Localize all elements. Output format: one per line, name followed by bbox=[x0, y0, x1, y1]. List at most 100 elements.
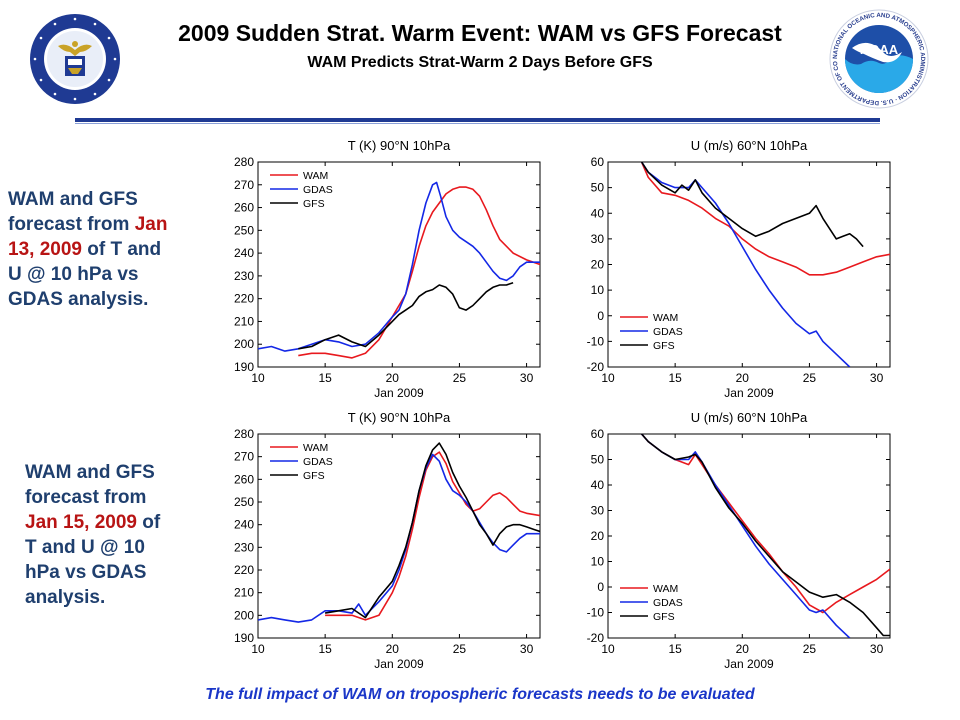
caption-top-line2a: forecast from bbox=[8, 214, 135, 235]
caption-bottom-date-highlight: Jan 15, 2009 bbox=[25, 512, 137, 533]
department-of-commerce-seal-icon bbox=[30, 14, 120, 104]
chart-title: U (m/s) 60°N 10hPa bbox=[691, 410, 808, 425]
y-tick-label: 240 bbox=[234, 518, 254, 532]
x-tick-label: 25 bbox=[803, 371, 817, 385]
y-tick-label: -10 bbox=[587, 606, 605, 620]
legend-label-gfs: GFS bbox=[653, 611, 675, 623]
x-tick-label: 20 bbox=[736, 642, 750, 656]
legend-label-gdas: GDAS bbox=[303, 184, 333, 196]
caption-bottom-line1: WAM and GFS bbox=[25, 462, 155, 483]
y-tick-label: 10 bbox=[591, 555, 605, 569]
x-tick-label: 15 bbox=[318, 642, 332, 656]
caption-bottom-line6: analysis. bbox=[25, 587, 106, 608]
y-tick-label: -20 bbox=[587, 631, 605, 645]
caption-top: WAM and GFS forecast from Jan 13, 2009 o… bbox=[8, 187, 213, 312]
y-tick-label: 230 bbox=[234, 540, 254, 554]
page-title: 2009 Sudden Strat. Warm Event: WAM vs GF… bbox=[178, 20, 782, 46]
x-tick-label: 10 bbox=[251, 371, 265, 385]
y-tick-label: 220 bbox=[234, 563, 254, 577]
x-tick-label: 25 bbox=[453, 371, 467, 385]
x-axis-label: Jan 2009 bbox=[724, 386, 774, 400]
x-tick-label: 30 bbox=[520, 371, 534, 385]
x-axis-label: Jan 2009 bbox=[374, 657, 424, 671]
x-tick-label: 30 bbox=[520, 642, 534, 656]
x-tick-label: 20 bbox=[736, 371, 750, 385]
legend-label-gfs: GFS bbox=[303, 470, 325, 482]
x-axis-label: Jan 2009 bbox=[374, 386, 424, 400]
y-tick-label: 200 bbox=[234, 337, 254, 351]
y-tick-label: 220 bbox=[234, 292, 254, 306]
caption-top-line4: U @ 10 hPa vs bbox=[8, 264, 139, 285]
x-tick-label: 15 bbox=[318, 371, 332, 385]
x-tick-label: 10 bbox=[251, 642, 265, 656]
y-tick-label: -20 bbox=[587, 360, 605, 374]
y-tick-label: 270 bbox=[234, 450, 254, 464]
chart-title: T (K) 90°N 10hPa bbox=[348, 410, 451, 425]
y-tick-label: 0 bbox=[597, 580, 604, 594]
legend-label-wam: WAM bbox=[653, 312, 678, 324]
series-line-gfs bbox=[640, 434, 890, 637]
chart-title: U (m/s) 60°N 10hPa bbox=[691, 138, 808, 153]
legend-label-gdas: GDAS bbox=[653, 597, 683, 609]
plot-frame bbox=[257, 161, 541, 368]
y-tick-label: 30 bbox=[591, 232, 605, 246]
series-line-wam bbox=[298, 186, 540, 359]
y-tick-label: 20 bbox=[591, 529, 605, 543]
series-line-gfs bbox=[298, 281, 514, 350]
legend-label-wam: WAM bbox=[653, 583, 678, 595]
header-divider-thin bbox=[75, 123, 880, 124]
x-tick-label: 25 bbox=[453, 642, 467, 656]
y-tick-label: 250 bbox=[234, 495, 254, 509]
series-line-gdas bbox=[640, 162, 851, 367]
y-tick-label: 30 bbox=[591, 504, 605, 518]
series-line-gfs bbox=[640, 162, 864, 248]
chart-panel-1: T (K) 90°N 10hPa 10 15 20 25 30 190 200 210 220 23… bbox=[234, 138, 541, 400]
caption-top-date-highlight-b: 13, 2009 bbox=[8, 239, 82, 260]
y-tick-label: 190 bbox=[234, 360, 254, 374]
series-line-wam bbox=[640, 162, 890, 276]
series-line-gdas bbox=[258, 453, 540, 623]
chart-panel-3: T (K) 90°N 10hPa 10 15 20 25 30 190 200 210 220 23… bbox=[234, 410, 541, 671]
y-tick-label: 280 bbox=[234, 427, 254, 441]
y-tick-label: 260 bbox=[234, 201, 254, 215]
x-axis-label: Jan 2009 bbox=[724, 657, 774, 671]
series-line-gdas bbox=[258, 181, 540, 352]
caption-top-line3b: of T and bbox=[81, 239, 162, 260]
caption-bottom-line4: T and U @ 10 bbox=[25, 537, 145, 558]
x-tick-label: 10 bbox=[601, 371, 615, 385]
caption-top-line5: GDAS analysis. bbox=[8, 289, 149, 310]
legend-label-gdas: GDAS bbox=[303, 456, 333, 468]
y-tick-label: 230 bbox=[234, 269, 254, 283]
x-tick-label: 25 bbox=[803, 642, 817, 656]
y-tick-label: 250 bbox=[234, 223, 254, 237]
y-tick-label: 280 bbox=[234, 155, 254, 169]
chart-title: T (K) 90°N 10hPa bbox=[348, 138, 451, 153]
plot-frame bbox=[257, 433, 541, 639]
legend-label-gdas: GDAS bbox=[653, 326, 683, 338]
y-tick-label: 40 bbox=[591, 478, 605, 492]
y-tick-label: -10 bbox=[587, 334, 605, 348]
legend-label-gfs: GFS bbox=[303, 198, 325, 210]
series-line-wam bbox=[325, 451, 540, 621]
legend-label-wam: WAM bbox=[303, 442, 328, 454]
y-tick-label: 50 bbox=[591, 181, 605, 195]
y-tick-label: 60 bbox=[591, 155, 605, 169]
x-tick-label: 15 bbox=[668, 371, 682, 385]
page-subtitle: WAM Predicts Strat-Warm 2 Days Before GF… bbox=[307, 54, 653, 71]
y-tick-label: 40 bbox=[591, 206, 605, 220]
y-tick-label: 10 bbox=[591, 283, 605, 297]
caption-bottom-line3b: of bbox=[136, 512, 161, 533]
caption-bottom-line5: hPa vs GDAS bbox=[25, 562, 147, 583]
header-divider bbox=[75, 118, 880, 122]
legend-label-wam: WAM bbox=[303, 170, 328, 182]
y-tick-label: 60 bbox=[591, 427, 605, 441]
series-line-wam bbox=[640, 434, 890, 614]
legend-label-gfs: GFS bbox=[653, 340, 675, 352]
y-tick-label: 190 bbox=[234, 631, 254, 645]
caption-bottom: WAM and GFS forecast from Jan 15, 2009 o… bbox=[25, 460, 210, 610]
caption-top-line1: WAM and GFS bbox=[8, 189, 138, 210]
y-tick-label: 0 bbox=[597, 309, 604, 323]
x-tick-label: 30 bbox=[870, 642, 884, 656]
y-tick-label: 210 bbox=[234, 314, 254, 328]
